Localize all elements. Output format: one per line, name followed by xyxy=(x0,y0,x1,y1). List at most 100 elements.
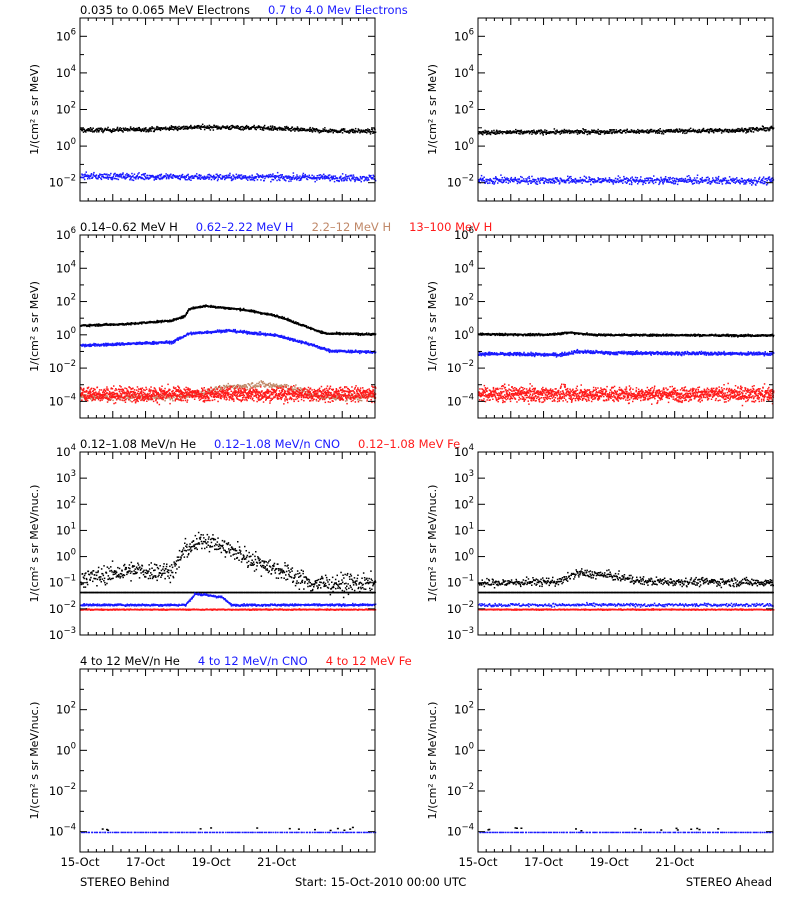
data-point xyxy=(646,129,649,131)
data-point xyxy=(681,130,683,132)
data-point xyxy=(102,174,104,176)
data-point xyxy=(253,126,255,128)
data-point xyxy=(168,177,170,180)
data-point xyxy=(361,178,363,180)
data-point xyxy=(344,176,346,179)
data-point xyxy=(689,176,691,179)
data-point xyxy=(692,183,694,185)
data-point xyxy=(686,175,688,178)
data-point xyxy=(485,178,487,181)
data-point xyxy=(617,131,619,133)
data-point xyxy=(728,131,730,134)
data-point xyxy=(650,128,652,131)
data-point xyxy=(303,128,306,130)
data-point xyxy=(316,175,318,177)
data-point xyxy=(238,127,241,129)
data-point xyxy=(579,181,581,183)
data-point xyxy=(135,127,138,130)
data-point xyxy=(354,179,356,181)
data-point xyxy=(357,178,359,180)
data-point xyxy=(132,128,134,130)
data-point xyxy=(276,175,279,177)
data-point xyxy=(763,182,766,185)
data-point xyxy=(170,128,172,130)
data-point xyxy=(639,180,641,182)
data-point xyxy=(311,177,313,180)
data-point xyxy=(171,175,173,177)
data-point xyxy=(170,343,173,345)
data-point xyxy=(528,175,530,178)
data-point xyxy=(287,128,289,130)
data-point xyxy=(165,173,167,175)
data-point xyxy=(140,174,143,176)
data-point xyxy=(346,177,348,180)
data-point xyxy=(186,311,189,314)
data-point xyxy=(593,129,596,132)
data-point xyxy=(317,130,319,133)
data-point xyxy=(625,132,627,134)
data-point xyxy=(177,177,179,180)
data-point xyxy=(156,125,158,128)
data-point xyxy=(321,175,324,178)
data-point xyxy=(213,175,215,178)
data-point xyxy=(240,129,242,131)
data-point xyxy=(272,173,274,175)
data-point xyxy=(253,176,255,179)
data-point xyxy=(498,132,500,135)
data-point xyxy=(259,174,261,177)
data-point xyxy=(261,129,263,131)
data-point xyxy=(270,180,272,183)
data-point xyxy=(97,129,99,132)
data-point xyxy=(153,179,155,181)
data-point xyxy=(162,175,165,177)
data-point xyxy=(591,131,593,133)
data-point xyxy=(320,176,323,178)
data-point xyxy=(618,130,620,132)
data-point xyxy=(257,174,259,176)
data-point xyxy=(318,178,321,180)
data-point xyxy=(342,129,344,131)
data-point xyxy=(328,129,330,132)
data-point xyxy=(145,177,148,179)
data-series xyxy=(80,123,377,135)
data-point xyxy=(280,127,282,130)
data-point xyxy=(748,178,750,180)
data-point xyxy=(239,174,241,176)
data-point xyxy=(195,126,198,129)
data-point xyxy=(158,127,160,129)
data-point xyxy=(229,172,231,175)
data-point xyxy=(531,130,533,132)
data-point xyxy=(150,130,152,132)
data-point xyxy=(262,176,264,179)
data-point xyxy=(616,180,618,182)
data-point xyxy=(481,180,483,182)
data-point xyxy=(207,125,209,128)
data-series xyxy=(478,174,775,186)
data-point xyxy=(114,177,117,180)
data-point xyxy=(199,126,201,128)
data-point xyxy=(493,132,496,135)
data-point xyxy=(225,177,228,179)
data-point xyxy=(173,126,176,128)
data-point xyxy=(296,127,298,130)
data-point xyxy=(645,130,648,132)
data-point xyxy=(596,130,598,132)
data-point xyxy=(676,183,679,186)
data-point xyxy=(144,172,146,175)
data-point xyxy=(334,177,336,180)
data-point xyxy=(306,129,309,132)
data-point xyxy=(269,173,272,176)
data-point xyxy=(364,130,366,132)
data-point xyxy=(258,126,260,129)
data-point xyxy=(632,130,634,133)
data-point xyxy=(514,131,516,133)
data-point xyxy=(592,131,595,133)
data-point xyxy=(342,128,345,130)
data-point xyxy=(658,179,661,182)
data-point xyxy=(700,130,703,133)
data-point xyxy=(242,177,245,179)
data-point xyxy=(204,176,206,178)
data-point xyxy=(160,175,162,177)
data-point xyxy=(756,127,759,129)
data-point xyxy=(261,176,263,178)
